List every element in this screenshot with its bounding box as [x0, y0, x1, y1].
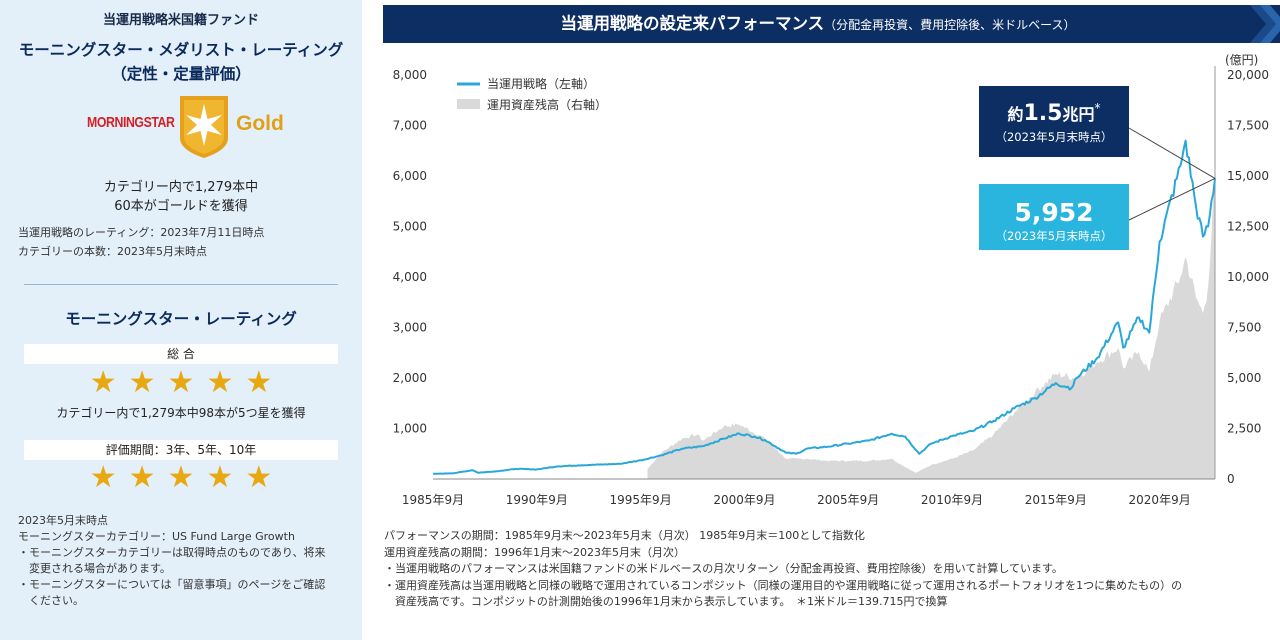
aum-callout-line — [1128, 127, 1216, 179]
medal-label: Gold — [236, 112, 284, 135]
y-right-tick-label: 17,500 — [1227, 119, 1269, 133]
legend-area-swatch — [457, 99, 480, 109]
perf-callout-box — [979, 184, 1129, 250]
perf-callout-note: （2023年5月末時点） — [995, 229, 1112, 243]
y-right-tick-label: 5,000 — [1227, 371, 1261, 385]
y-right-tick-label: 0 — [1227, 472, 1235, 486]
footnote: 運用資産残高の期間：1996年1月末～2023年5月末（月次） — [384, 545, 685, 559]
y-right-tick-label: 20,000 — [1227, 68, 1269, 82]
aum-area-layer — [647, 176, 1215, 479]
y-right-tick-label: 15,000 — [1227, 169, 1269, 183]
y-right-tick-label: 10,000 — [1227, 270, 1269, 284]
chart-footnotes: パフォーマンスの期間：1985年9月末～2023年5月末（月次） 1985年9月… — [384, 528, 1280, 611]
morningstar-logo: MORNINGSTAR — [87, 114, 175, 131]
star-rating-title: モーニングスター・レーティング — [65, 310, 297, 328]
left-footnote: 2023年5月末時点 — [18, 514, 108, 527]
medalist-rating-subtitle: （定性・定量評価） — [111, 65, 251, 83]
y-right-tick-label: 2,500 — [1227, 422, 1261, 436]
legend-label: 当運用戦略（左軸） — [487, 76, 595, 91]
medalist-rating-panel: 当運用戦略米国籍ファンド モーニングスター・メダリスト・レーティング （定性・定… — [0, 0, 362, 640]
star-icon: ★ — [206, 365, 246, 400]
x-tick-label: 2020年9月 — [1129, 493, 1191, 507]
y-left-tick-label: 6,000 — [393, 169, 427, 183]
gold-count-line-1: カテゴリー内で1,279本中 — [103, 180, 259, 195]
x-tick-label: 1985年9月 — [402, 493, 464, 507]
medalist-rating-title: モーニングスター・メダリスト・レーティング — [18, 41, 344, 59]
chart-title: 当運用戦略の設定来パフォーマンス — [560, 14, 825, 33]
star-icon: ★ — [245, 460, 285, 495]
x-tick-label: 2000年9月 — [713, 493, 775, 507]
y-left-tick-label: 3,000 — [393, 321, 427, 335]
star-icon: ★ — [245, 365, 285, 400]
overall-star-rating: ★★★★★ — [0, 365, 362, 400]
x-tick-label: 2010年9月 — [921, 493, 983, 507]
x-tick-label: 1995年9月 — [610, 493, 672, 507]
chart-subtitle: （分配金再投資、費用控除後、米ドルベース） — [824, 18, 1076, 32]
header-chevron-icon — [1250, 5, 1280, 43]
performance-line — [432, 139, 1216, 475]
axes-layer: 1,000 2,000 3,000 4,000 5,000 6,000 7,000 8,000… — [393, 53, 1269, 507]
footnote: ・運用資産残高は当運用戦略と同様の戦略で運用されているコンポジット（同様の運用目… — [384, 578, 1183, 592]
x-tick-label: 2015年9月 — [1025, 493, 1087, 507]
evaluation-period-label: 評価期間：3年、5年、10年 — [24, 440, 338, 460]
left-footnote: ・モーニングスターカテゴリーは取得時点のものであり、将来 — [18, 546, 326, 559]
fund-name: 当運用戦略米国籍ファンド — [102, 13, 259, 28]
left-footnote: ください。 — [18, 594, 84, 607]
rating-date-note: 当運用戦略のレーティング：2023年7月11日時点 — [18, 226, 265, 239]
annotations: 約1.5兆円* （2023年5月末時点） 5,952 （2023年5月末時点） — [979, 86, 1216, 250]
y-left-tick-label: 2,000 — [393, 371, 427, 385]
performance-line-layer — [432, 139, 1216, 475]
footnote: ・当運用戦略のパフォーマンスは米国籍ファンドの米ドルベースの月次リターン（分配金… — [384, 562, 1063, 575]
left-footnote: ・モーニングスターについては「留意事項」のページをご確認 — [18, 578, 326, 591]
y-left-tick-label: 7,000 — [393, 119, 427, 133]
star-icon: ★ — [167, 460, 207, 495]
overall-label: 総 合 — [24, 344, 338, 364]
star-icon: ★ — [128, 365, 168, 400]
footnote: パフォーマンスの期間：1985年9月末～2023年5月末（月次） 1985年9月… — [384, 529, 865, 542]
period-star-rating: ★★★★★ — [0, 460, 362, 495]
y-right-unit: (億円) — [1225, 53, 1258, 67]
y-left-tick-label: 5,000 — [393, 220, 427, 234]
five-star-count-text: カテゴリー内で1,279本中98本が5つ星を獲得 — [56, 406, 306, 420]
left-footnote: モーニングスターカテゴリー：US Fund Large Growth — [18, 530, 295, 543]
y-right-tick-label: 7,500 — [1227, 321, 1261, 335]
aum-area — [647, 176, 1215, 479]
star-icon: ★ — [206, 460, 246, 495]
divider — [24, 284, 338, 285]
gold-count-line-2: 60本がゴールドを獲得 — [114, 199, 248, 214]
legend-label: 運用資産残高（右軸） — [487, 97, 607, 112]
aum-callout-note: （2023年5月末時点） — [995, 130, 1112, 144]
chart-header: 当運用戦略の設定来パフォーマンス（分配金再投資、費用控除後、米ドルベース） — [383, 5, 1280, 43]
gold-medal-icon — [180, 96, 228, 158]
star-icon: ★ — [128, 460, 168, 495]
aum-callout-value: 約1.5兆円* — [1007, 101, 1100, 126]
y-left-tick-label: 4,000 — [393, 270, 427, 284]
performance-chart: 1,000 2,000 3,000 4,000 5,000 6,000 7,000 8,000… — [393, 53, 1269, 507]
y-left-tick-label: 1,000 — [393, 422, 427, 436]
star-icon: ★ — [89, 365, 129, 400]
x-tick-label: 1990年9月 — [506, 493, 568, 507]
y-right-tick-label: 12,500 — [1227, 220, 1269, 234]
perf-callout-line — [1128, 177, 1216, 221]
x-tick-label: 2005年9月 — [817, 493, 879, 507]
y-left-tick-label: 8,000 — [393, 68, 427, 82]
star-icon: ★ — [167, 365, 207, 400]
category-count-note: カテゴリーの本数：2023年5月末時点 — [18, 245, 207, 258]
aum-callout-box — [979, 86, 1129, 157]
legend: 当運用戦略（左軸） 運用資産残高（右軸） — [457, 76, 607, 112]
footnote: 資産残高です。コンポジットの計測開始後の1996年1月末から表示しています。 ＊… — [384, 595, 948, 608]
left-footnote: 変更される場合があります。 — [18, 562, 171, 575]
perf-callout-value: 5,952 — [1014, 198, 1093, 227]
star-icon: ★ — [89, 460, 129, 495]
